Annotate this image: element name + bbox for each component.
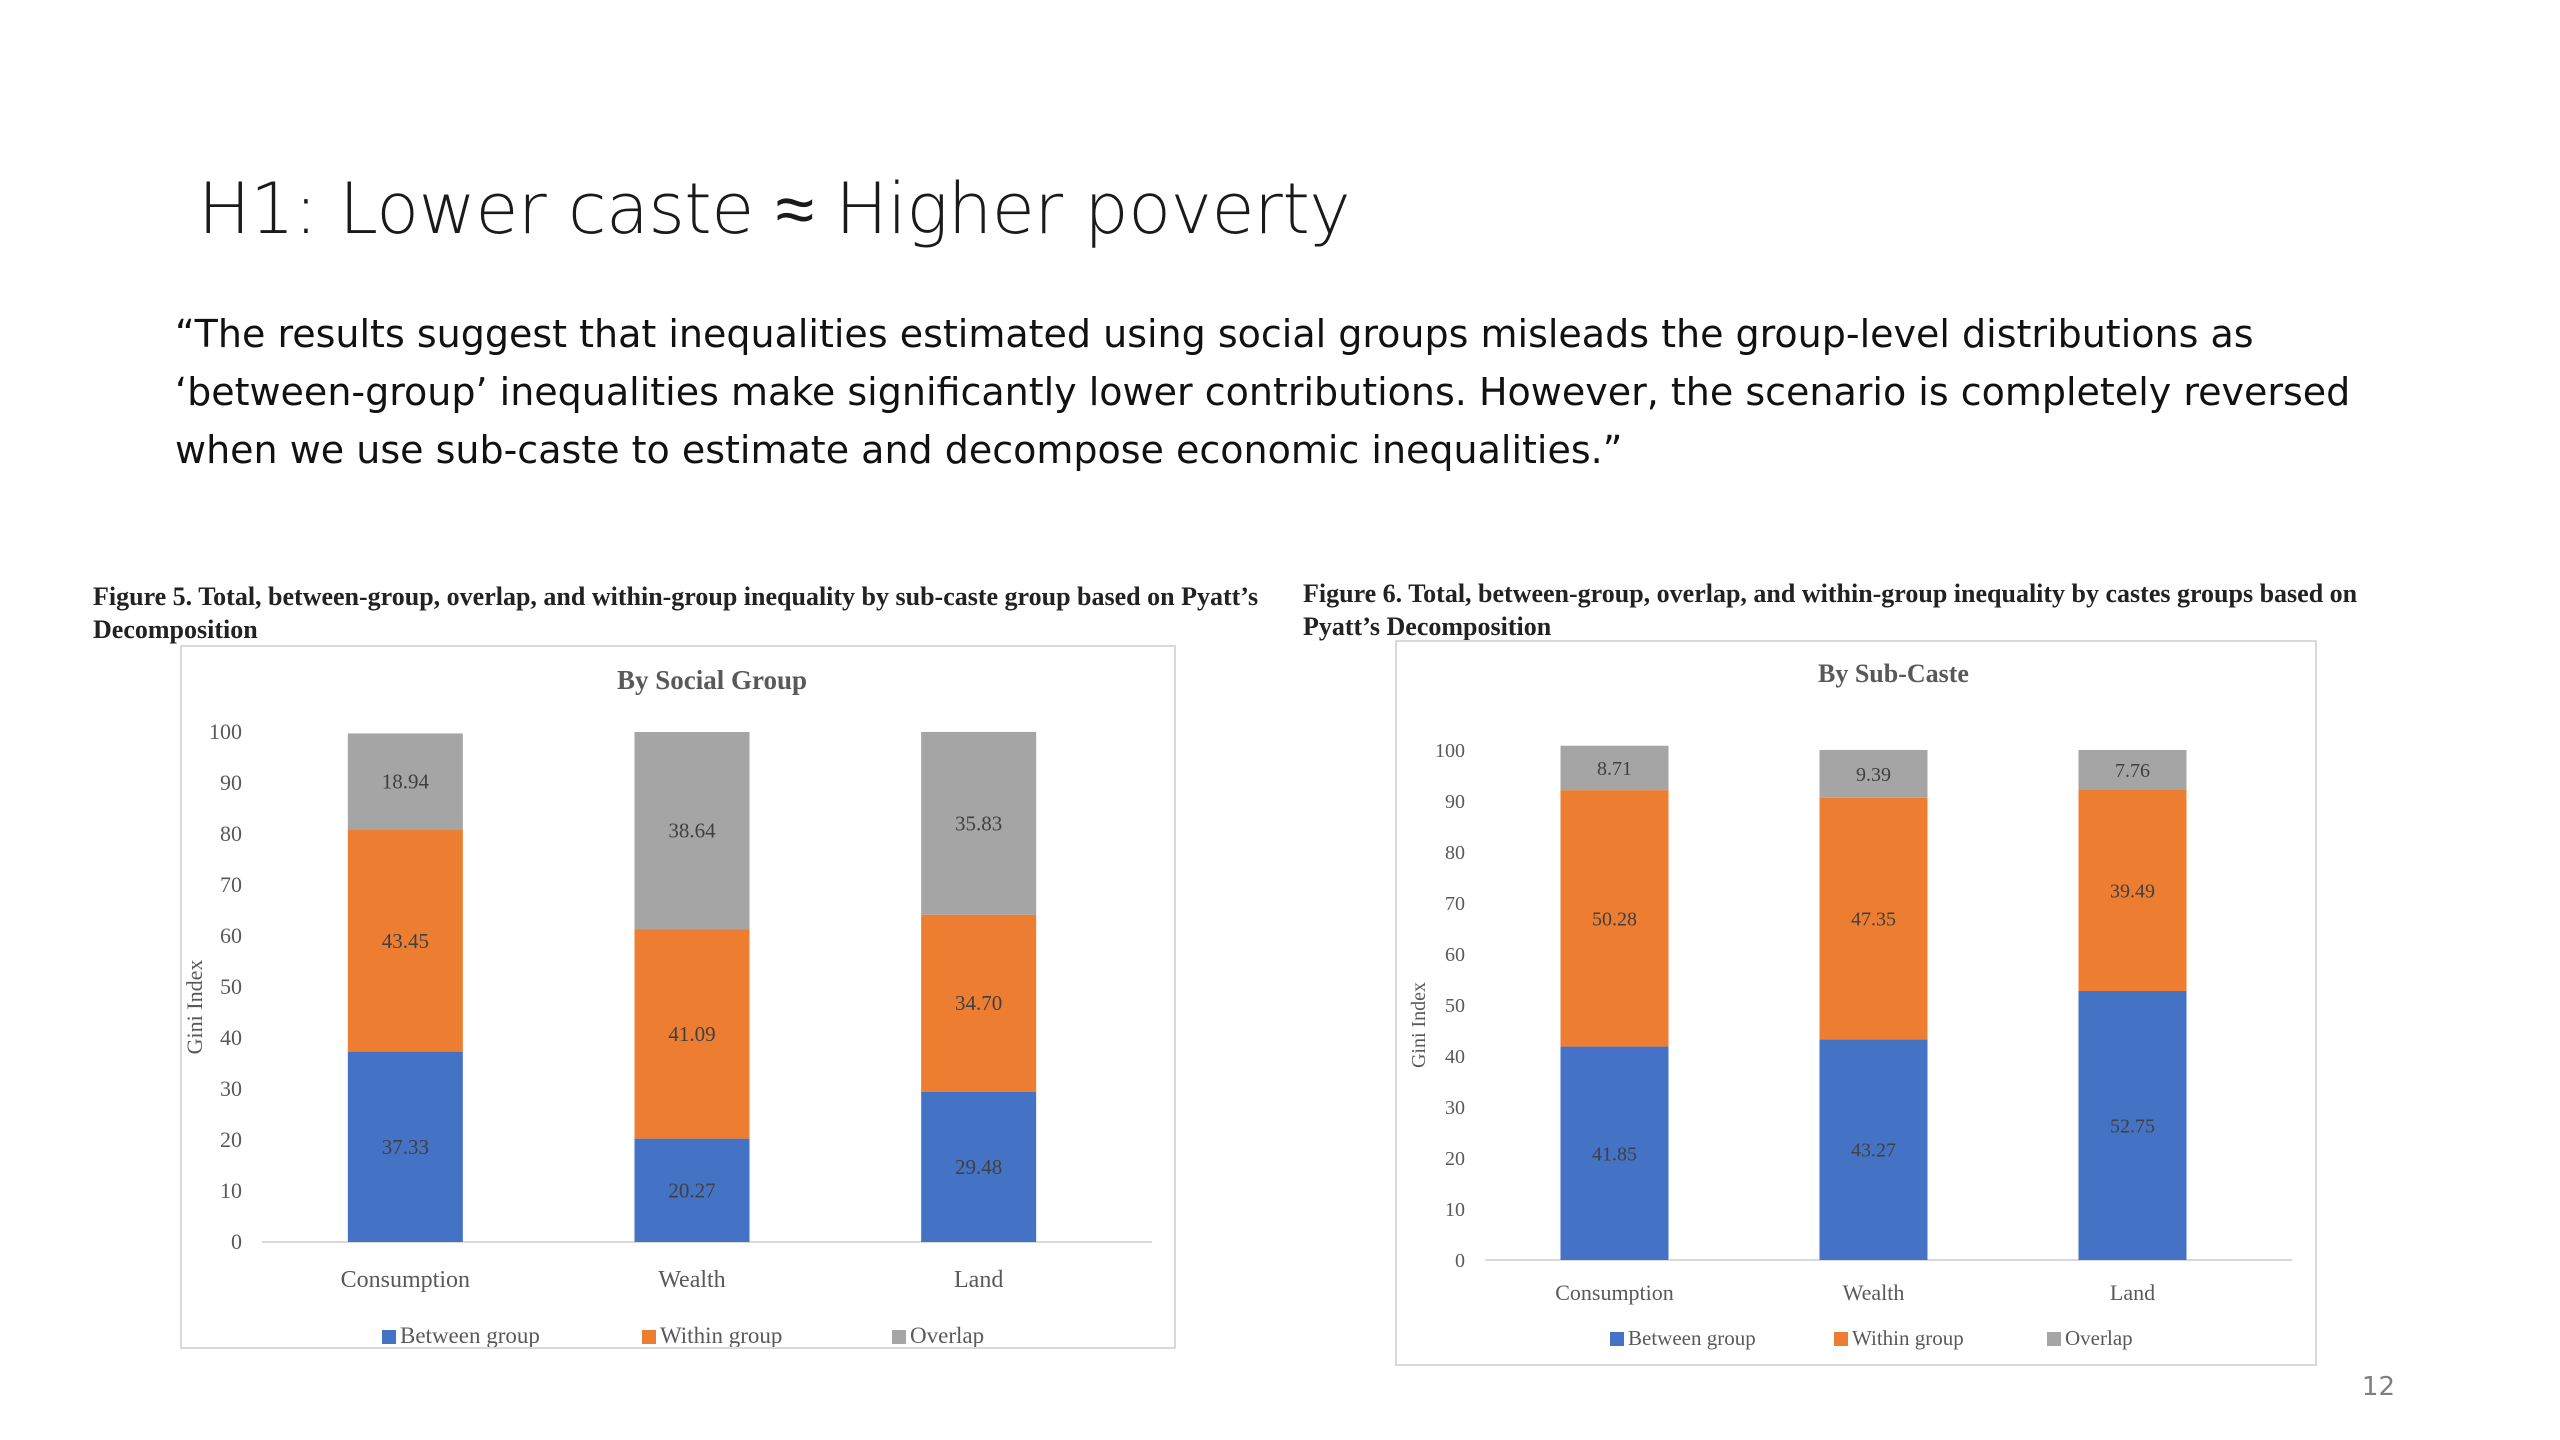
- y-tick-label: 80: [1445, 842, 1465, 864]
- y-tick-label: 70: [1445, 893, 1465, 915]
- data-label: 37.33: [382, 1135, 429, 1159]
- legend-swatch: [1834, 1332, 1848, 1346]
- data-label: 52.75: [2110, 1115, 2155, 1137]
- y-tick-label: 90: [1445, 791, 1465, 813]
- bar-segment-within-group: [921, 914, 1037, 1092]
- y-axis-label: Gini Index: [1408, 982, 1430, 1068]
- data-label: 8.71: [1597, 758, 1632, 780]
- data-label: 20.27: [668, 1178, 715, 1202]
- bar-segment-overlap: [1560, 745, 1669, 791]
- bar-segment-within-group: [347, 830, 463, 1052]
- data-label: 50.28: [1592, 908, 1637, 930]
- x-tick-label: Wealth: [658, 1267, 725, 1293]
- y-tick-label: 0: [1455, 1250, 1465, 1272]
- legend-swatch: [642, 1330, 656, 1344]
- y-tick-label: 60: [220, 923, 242, 948]
- bar-segment-overlap: [634, 732, 750, 930]
- legend-swatch: [892, 1330, 906, 1344]
- bar-segment-between-group: [921, 1091, 1037, 1242]
- y-tick-label: 10: [1445, 1199, 1465, 1221]
- y-tick-label: 20: [1445, 1148, 1465, 1170]
- y-tick-label: 50: [220, 974, 242, 999]
- y-tick-label: 100: [1435, 740, 1465, 762]
- data-label: 47.35: [1851, 909, 1896, 931]
- chart-svg-sub-caste: By Sub-Caste 0 10 20 30 40 50 60 70 80 90 100 Gini I…: [1408, 659, 2292, 1350]
- legend-label: Overlap: [2065, 1326, 2133, 1350]
- bar-segment-between-group: [347, 1051, 463, 1242]
- data-label: 35.83: [955, 811, 1002, 835]
- data-label: 18.94: [382, 770, 430, 794]
- x-tick-label: Consumption: [341, 1267, 470, 1293]
- y-tick-label: 50: [1445, 995, 1465, 1017]
- y-axis-label: Gini Index: [182, 960, 207, 1055]
- y-tick-label: 80: [220, 821, 242, 846]
- page-number: 12: [2361, 1372, 2395, 1402]
- y-tick-label: 40: [1445, 1046, 1465, 1068]
- y-tick-label: 100: [209, 719, 242, 744]
- legend-swatch: [382, 1330, 396, 1344]
- data-label: 43.45: [382, 929, 429, 953]
- legend-swatch: [2047, 1332, 2061, 1346]
- legend-label: Overlap: [910, 1323, 984, 1347]
- data-label: 41.09: [668, 1022, 715, 1046]
- figure-6-caption: Figure 6. Total, between-group, overlap,…: [1303, 579, 2358, 641]
- legend-label: Between group: [1628, 1326, 1756, 1350]
- chart-title: By Social Group: [617, 665, 807, 695]
- x-tick-label: Wealth: [1843, 1280, 1905, 1305]
- y-tick-label: 40: [220, 1025, 242, 1050]
- data-label: 41.85: [1592, 1143, 1637, 1165]
- y-tick-label: 0: [231, 1229, 242, 1254]
- data-label: 7.76: [2115, 760, 2150, 782]
- bar-segment-within-group: [2078, 789, 2187, 991]
- data-label: 34.70: [955, 991, 1002, 1015]
- data-label: 38.64: [668, 819, 716, 843]
- legend-label: Within group: [660, 1323, 782, 1347]
- legend-label: Within group: [1852, 1326, 1964, 1350]
- legend-swatch: [1610, 1332, 1624, 1346]
- y-tick-label: 30: [220, 1076, 242, 1101]
- figure-5-caption: Figure 5. Total, between-group, overlap,…: [93, 582, 1259, 644]
- y-tick-label: 60: [1445, 944, 1465, 966]
- x-tick-label: Land: [2110, 1280, 2155, 1305]
- x-tick-label: Land: [954, 1267, 1003, 1293]
- bar-segment-between-group: [1560, 1046, 1669, 1260]
- bar-segment-within-group: [1560, 790, 1669, 1047]
- legend-label: Between group: [400, 1323, 540, 1347]
- bar-segment-within-group: [1819, 797, 1928, 1040]
- chart-by-social-group: By Social Group 0 10 20 30 40 50 60 70 80 90 100 Gin…: [180, 645, 1176, 1349]
- quote-text: “The results suggest that inequalities e…: [175, 312, 2351, 472]
- chart-svg-social-group: By Social Group 0 10 20 30 40 50 60 70 80 90 100 Gin…: [182, 665, 1152, 1347]
- bar-segment-overlap: [921, 731, 1037, 915]
- bar-segment-within-group: [634, 929, 750, 1139]
- bar-segment-between-group: [1819, 1039, 1928, 1260]
- bar-segment-between-group: [634, 1138, 750, 1242]
- y-tick-label: 10: [220, 1178, 242, 1203]
- bar-segment-overlap: [347, 733, 463, 831]
- y-tick-label: 90: [220, 770, 242, 795]
- bar-segment-overlap: [2078, 750, 2187, 790]
- y-tick-label: 30: [1445, 1097, 1465, 1119]
- bar-segment-between-group: [2078, 990, 2187, 1260]
- x-tick-label: Consumption: [1555, 1280, 1674, 1305]
- y-tick-label: 20: [220, 1127, 242, 1152]
- data-label: 39.49: [2110, 880, 2155, 902]
- slide-title: H1: Lower caste ≈ Higher poverty: [198, 168, 1351, 250]
- data-label: 29.48: [955, 1155, 1002, 1179]
- data-label: 9.39: [1856, 764, 1891, 786]
- bar-segment-overlap: [1819, 749, 1928, 798]
- y-tick-label: 70: [220, 872, 242, 897]
- chart-by-sub-caste: By Sub-Caste 0 10 20 30 40 50 60 70 80 90 100 Gini I…: [1395, 640, 2317, 1366]
- chart-title: By Sub-Caste: [1818, 659, 1969, 688]
- data-label: 43.27: [1851, 1140, 1896, 1162]
